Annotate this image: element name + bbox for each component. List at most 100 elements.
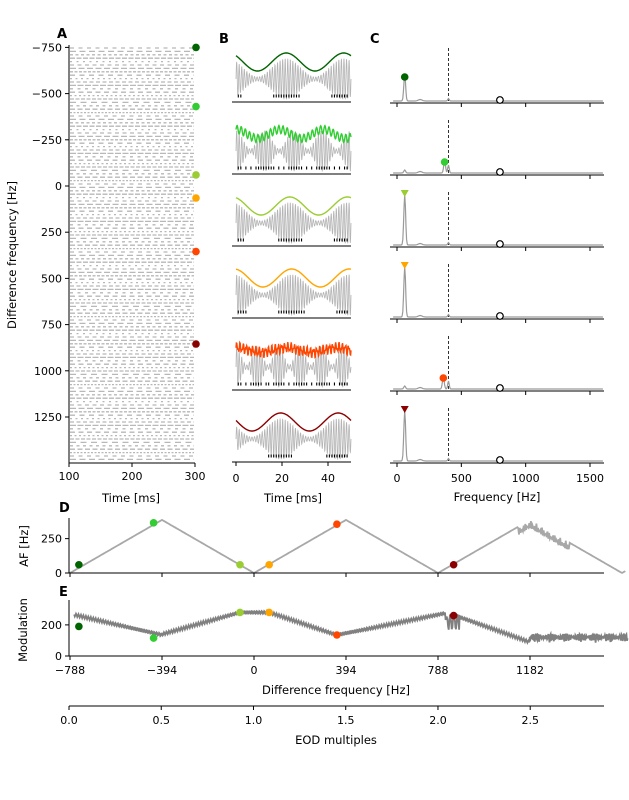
peak-marker [400,406,409,413]
df-marker [192,43,200,52]
x-tick-label: 200 [122,470,143,483]
carrier-trace [235,58,352,100]
x-tick-label: 2.5 [521,714,539,727]
envelope-trace [235,52,352,72]
harmonic-marker [496,168,504,176]
x-tick-label: 0 [251,664,258,677]
spectrum-trace [393,410,603,462]
panel-a-ylabel: Difference frequency [Hz] [5,181,19,329]
y-tick-label: 200 [41,619,62,632]
x-tick-label: 500 [451,472,472,485]
y-tick-label: 1000 [34,365,62,378]
peak-marker [400,190,409,197]
envelope-trace [235,340,352,359]
carrier-trace [235,130,352,172]
af-marker [75,560,83,569]
panel-b-traces: 0 20 40 [232,52,352,485]
af-line [69,518,626,575]
af-marker [149,519,158,527]
x-tick-label: 0 [233,472,240,485]
x-tick-label: 0.5 [152,714,170,727]
x-tick-label: 394 [336,664,357,677]
panel-letter-d: D [59,501,70,516]
y-tick-label: −500 [32,88,62,101]
envelope-trace [235,196,352,216]
mod-marker [333,631,341,639]
peak-marker [400,73,409,81]
x-tick-label: 2.0 [429,714,447,727]
x-tick-label: 1.0 [245,714,263,727]
mod-marker [75,622,83,631]
af-marker [265,560,273,569]
x-tick-label: 788 [428,664,449,677]
peak-marker [440,158,449,166]
panel-a-xlabel: Time [ms] [101,491,160,505]
x-tick-label: 40 [321,472,335,485]
panel-letter-c: C [370,32,380,47]
af-marker [333,520,341,528]
y-tick-label: 1250 [34,411,62,424]
mod-marker [236,608,244,617]
df-marker [192,171,200,179]
x-tick-label: 1500 [576,472,604,485]
x-tick-label: 100 [59,470,80,483]
peak-marker [439,374,448,382]
carrier-trace [235,418,352,460]
carrier-trace [235,346,352,388]
x-tick-label: 1.5 [337,714,355,727]
harmonic-marker [496,240,504,248]
panel-e-ylabel: Modulation [16,598,30,662]
envelope-trace [235,268,352,288]
harmonic-marker [496,384,504,392]
eod-multiples-axis: 0.0 0.5 1.0 1.5 2.0 2.5 [60,705,604,727]
df-marker [192,102,200,111]
y-tick-label: −750 [32,41,62,54]
af-marker [449,560,458,569]
y-tick-label: −250 [32,134,62,147]
mod-marker [149,634,158,642]
harmonic-marker [496,312,504,320]
panel-b-xlabel: Time [ms] [263,491,322,505]
y-tick-label: 0 [55,650,62,663]
x-tick-label: 300 [185,470,206,483]
panel-a-raster: −750 −500 −250 0 250 500 750 1000 1250 100 200 300 [32,41,206,483]
y-tick-label: 500 [41,272,62,285]
envelope-trace [235,412,352,432]
envelope-trace [235,123,352,144]
spectrum-trace [393,194,603,246]
harmonic-marker [496,456,504,464]
x-tick-label: 1182 [516,664,544,677]
carrier-trace [235,274,352,316]
panel-e-modulation-curve: 0 200 −788 −394 0 394 788 1182 [41,600,629,677]
harmonic-marker [496,96,504,104]
modulation-line [73,608,629,645]
y-tick-label: 250 [41,533,62,546]
eod-multiples-xlabel: EOD multiples [295,733,377,747]
mod-marker [265,608,273,617]
x-tick-label: 0.0 [60,714,78,727]
x-tick-label: −788 [55,664,85,677]
panel-d-ylabel: AF [Hz] [17,525,31,567]
x-tick-label: 0 [394,472,401,485]
af-marker [236,560,244,569]
panel-e-xlabel: Difference frequency [Hz] [262,683,410,697]
carrier-trace [235,202,352,244]
mod-marker [449,611,458,620]
y-tick-label: 250 [41,226,62,239]
y-tick-label: 0 [55,567,62,580]
x-tick-label: 20 [275,472,289,485]
panel-c-xlabel: Frequency [Hz] [454,490,541,504]
df-marker [192,340,200,348]
panel-c-spectra: 0 500 1000 1500 [390,48,604,485]
x-tick-label: −394 [147,664,177,677]
x-tick-label: 1000 [512,472,540,485]
panel-d-af-curve: 0 250 [41,518,626,580]
spectrum-trace [393,266,603,318]
panel-letter-b: B [219,32,229,47]
y-tick-label: 750 [41,319,62,332]
panel-letter-a: A [57,27,67,42]
y-tick-label: 0 [55,180,62,193]
df-marker [192,247,200,256]
peak-marker [400,262,409,269]
